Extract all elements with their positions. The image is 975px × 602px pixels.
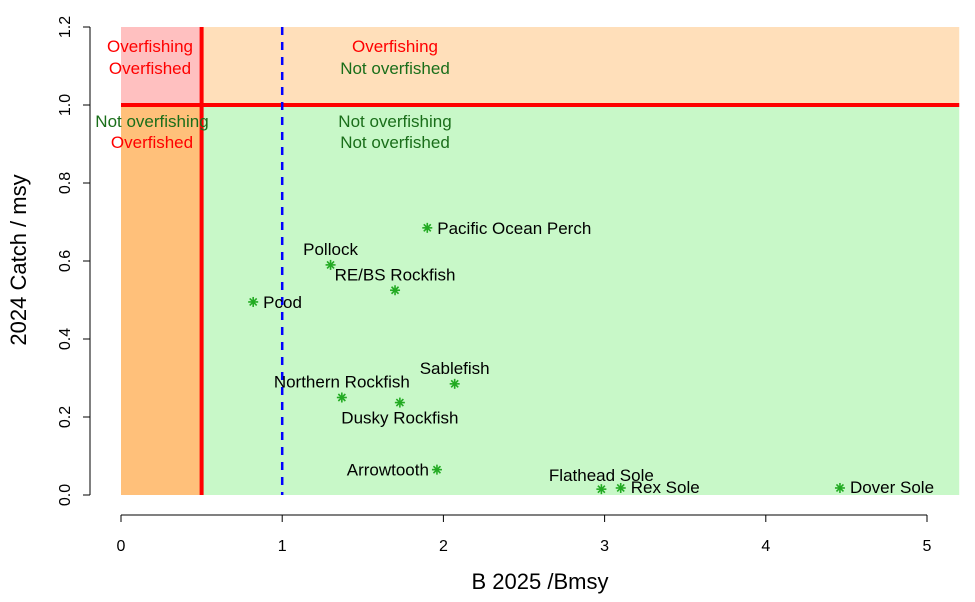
x-tick-label: 4 <box>761 538 770 555</box>
axes: 0 1 2 3 4 5 0.0 0.2 0.4 0.6 0.8 1.0 1.2 <box>57 16 932 555</box>
data-point <box>422 222 433 233</box>
data-point <box>834 482 845 493</box>
y-tick-label: 0.0 <box>57 484 74 506</box>
quadrant-label-line2: Overfished <box>109 59 191 78</box>
data-point-label: RE/BS Rockfish <box>335 265 456 284</box>
quadrant-label-line2: Not overfished <box>340 59 450 78</box>
data-point-stroke <box>835 483 845 493</box>
x-tick-label: 1 <box>278 538 287 555</box>
region-not-overfishing-overfished <box>121 105 202 495</box>
data-point-stroke <box>249 297 258 307</box>
quadrant-label-line2: Overfished <box>111 133 193 152</box>
data-point-label: Dusky Rockfish <box>341 409 458 428</box>
data-point <box>449 378 460 389</box>
y-tick-label: 0.4 <box>57 328 74 350</box>
quadrant-label-line2: Not overfished <box>340 133 450 152</box>
data-point <box>390 285 401 296</box>
data-point-stroke <box>390 286 400 295</box>
quadrant-label-line1: Overfishing <box>107 37 193 56</box>
x-tick-label: 5 <box>923 538 932 555</box>
x-tick-label: 0 <box>117 538 126 555</box>
region-overfishing-not-overfished <box>201 27 960 105</box>
quadrant-label-line1: Not overfishing <box>338 112 451 131</box>
data-point-stroke <box>423 223 432 232</box>
data-point-label: Northern Rockfish <box>274 373 410 392</box>
data-point-stroke <box>337 393 346 402</box>
y-tick-label: 1.2 <box>57 16 74 38</box>
data-point-stroke <box>432 465 442 474</box>
quadrant-labels: Overfishing Overfished Overfishing Not over… <box>95 37 451 152</box>
x-axis-label: B 2025 /Bmsy <box>472 569 609 594</box>
data-point-label: Dover Sole <box>850 478 934 497</box>
y-tick-label: 0.8 <box>57 172 74 194</box>
data-point-stroke <box>326 260 335 269</box>
data-point <box>336 392 347 403</box>
data-point-label: Rex Sole <box>631 478 700 497</box>
data-point-label: Flathead Sole <box>549 466 654 485</box>
x-tick-label: 3 <box>600 538 609 555</box>
data-point-label: Pollock <box>303 240 358 259</box>
stock-points: Pacific Ocean Perch Pollock RE/BS Rockfish… <box>248 219 934 497</box>
quadrant-label-line1: Not overfishing <box>95 112 208 131</box>
y-tick-label: 1.0 <box>57 94 74 116</box>
y-tick-label: 0.2 <box>57 406 74 428</box>
data-point-label: Sablefish <box>420 359 490 378</box>
reference-lines <box>121 27 960 495</box>
data-point-stroke <box>395 398 404 407</box>
data-point <box>615 482 626 493</box>
data-point-stroke <box>597 485 606 494</box>
data-point <box>248 296 259 307</box>
y-axis-label: 2024 Catch / msy <box>6 174 31 345</box>
quadrant-label-line1: Overfishing <box>352 37 438 56</box>
status-regions <box>121 27 960 495</box>
data-point <box>325 259 336 270</box>
data-point <box>431 464 442 475</box>
data-point-stroke <box>616 483 625 493</box>
data-point-stroke <box>450 379 459 388</box>
y-tick-label: 0.6 <box>57 250 74 272</box>
x-tick-label: 2 <box>439 538 448 555</box>
data-point-label: Pcod <box>263 293 302 312</box>
data-point <box>596 484 607 495</box>
region-overfishing-overfished <box>121 27 202 105</box>
data-point <box>394 397 405 408</box>
data-point-label: Pacific Ocean Perch <box>437 219 591 238</box>
region-not-overfishing-not-overfished <box>201 105 960 495</box>
data-point-label: Arrowtooth <box>347 461 429 480</box>
